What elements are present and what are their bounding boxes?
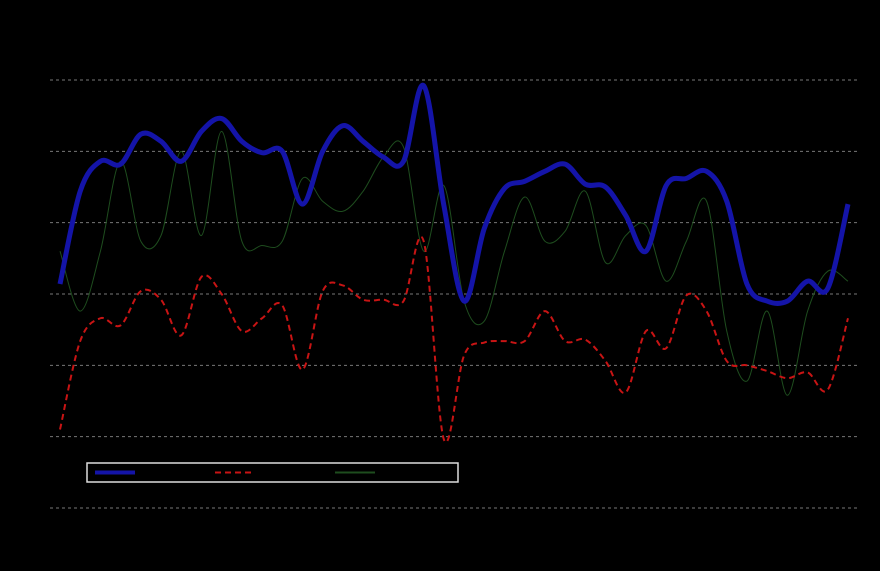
x-tick-label: 2012-02 xyxy=(319,511,327,540)
x-tick-label: 2012-10 xyxy=(480,511,488,540)
x-tick-label: 2014-02 xyxy=(804,511,812,540)
x-tick-label: 2011-03 xyxy=(96,511,104,540)
x-tick-label: 2013-12 xyxy=(763,511,771,540)
x-tick-label: 2011-09 xyxy=(218,511,226,540)
x-tick-label: 2013-02 xyxy=(561,511,569,540)
y-tick-label: 5 xyxy=(32,432,38,442)
legend-box xyxy=(86,462,459,483)
x-tick-label: 2011-08 xyxy=(197,511,205,540)
x-tick-label: 2012-11 xyxy=(501,511,509,540)
x-tick-label: 2013-07 xyxy=(662,511,670,540)
y-tick-label: 20 xyxy=(27,218,39,228)
y-tick-label: 25 xyxy=(27,147,38,157)
x-tick-label: 2011-12 xyxy=(278,511,286,540)
x-tick-label: 2013-08 xyxy=(682,511,690,540)
line-series xyxy=(59,130,849,396)
x-tick-label: 2012-09 xyxy=(460,511,468,540)
x-tick-label: 2014-01 xyxy=(783,511,791,540)
x-tick-label: 2014-03 xyxy=(824,511,832,540)
x-tick-label: 2011-10 xyxy=(238,511,246,540)
x-tick-label: 2011-06 xyxy=(157,511,165,541)
y-unit: （%） xyxy=(9,535,36,546)
x-tick-label: 2014-04 xyxy=(844,511,852,541)
x-tick-label: 2013-09 xyxy=(703,511,711,540)
x-tick-label: 2012-06 xyxy=(399,511,407,541)
line-series xyxy=(59,236,849,444)
x-tick-label: 2012-07 xyxy=(420,511,428,540)
x-tick-label: 2013-05 xyxy=(622,511,630,540)
x-tick-label: 2012-05 xyxy=(379,511,387,540)
x-tick-label: 2013-04 xyxy=(602,511,610,541)
x-tick-label: 2012-08 xyxy=(440,511,448,540)
x-tick-label: 2011-04 xyxy=(117,511,125,541)
y-tick-label: 15 xyxy=(27,290,38,300)
x-tick-label: 2011-05 xyxy=(137,511,145,540)
x-tick-label: 2011-07 xyxy=(177,511,185,540)
x-tick-label: 2012-03 xyxy=(339,511,347,540)
x-tick-label: 2012-04 xyxy=(359,511,367,541)
x-tick-label: 2011-01 xyxy=(56,511,64,540)
chart-title: 规模以上工业增加值、发电量及粗钢产量同比增长（%） xyxy=(282,21,657,39)
legend-label: 粗钢产量 xyxy=(380,467,412,477)
y-tick-label: 0 xyxy=(32,504,38,514)
x-tick-label: 2013-01 xyxy=(541,511,549,540)
x-tick-label: 2011-11 xyxy=(258,511,266,540)
legend-label: 发电量 xyxy=(260,467,284,477)
legend-label: 规模以上工业增加值 xyxy=(140,467,212,477)
x-tick-label: 2012-01 xyxy=(298,511,306,540)
x-tick-label: 2013-11 xyxy=(743,511,751,540)
x-tick-label: 2013-10 xyxy=(723,511,731,540)
y-tick-label: 30 xyxy=(27,76,39,86)
x-tick-label: 2013-03 xyxy=(581,511,589,540)
line-series xyxy=(57,83,851,306)
x-tick-label: 2012-12 xyxy=(521,511,529,540)
y-tick-label: 10 xyxy=(27,361,39,371)
x-tick-label: 2013-06 xyxy=(642,511,650,541)
x-tick-label: 2011-02 xyxy=(76,511,84,540)
